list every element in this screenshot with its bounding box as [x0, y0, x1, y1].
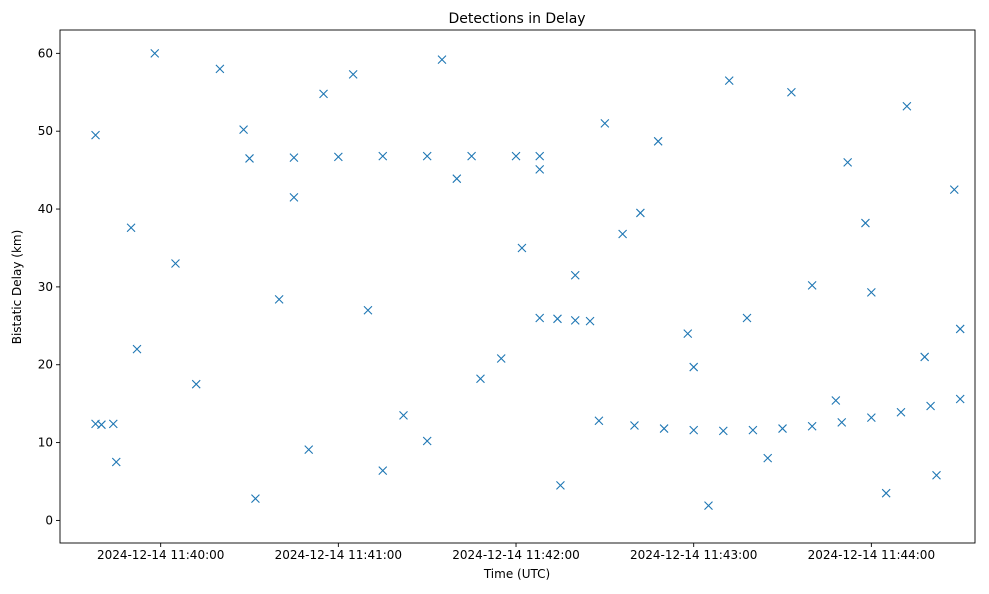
- x-tick-label-1: 2024-12-14 11:41:00: [275, 548, 402, 562]
- data-point-66: [837, 417, 847, 427]
- data-point-71: [535, 313, 545, 323]
- data-point-47: [861, 218, 870, 228]
- data-point-76: [108, 419, 118, 429]
- y-tick-label-6: 60: [38, 46, 53, 60]
- data-point-8: [363, 305, 373, 315]
- x-axis-ticks: 2024-12-14 11:40:00 2024-12-14 11:41:00 20…: [97, 543, 935, 562]
- data-point-56: [511, 151, 521, 161]
- data-point-20: [843, 157, 853, 167]
- data-point-75: [91, 419, 100, 429]
- data-point-60: [659, 424, 669, 433]
- data-point-28: [422, 436, 432, 446]
- y-axis-label: Bistatic Delay (km): [10, 230, 24, 345]
- data-point-29: [535, 164, 545, 174]
- y-tick-label-1: 10: [38, 436, 53, 450]
- data-point-50: [245, 154, 254, 163]
- data-point-51: [289, 153, 299, 163]
- data-point-1: [111, 457, 121, 467]
- data-point-49: [150, 48, 160, 58]
- data-point-10: [437, 55, 447, 64]
- data-point-74: [585, 316, 595, 326]
- data-point-35: [126, 223, 136, 233]
- data-point-25: [191, 379, 201, 389]
- data-point-19: [807, 280, 817, 290]
- y-tick-label-3: 30: [38, 280, 53, 294]
- data-point-22: [920, 352, 930, 362]
- data-point-2: [132, 344, 142, 354]
- data-point-9: [399, 410, 408, 420]
- data-point-67: [866, 413, 876, 423]
- data-point-5: [251, 494, 260, 504]
- data-point-15: [635, 208, 645, 218]
- x-tick-label-2: 2024-12-14 11:42:00: [452, 548, 579, 562]
- data-point-55: [467, 151, 476, 161]
- data-point-42: [902, 101, 912, 111]
- data-point-62: [718, 426, 728, 436]
- plot-frame: [59, 29, 976, 544]
- x-tick-label-3: 2024-12-14 11:43:00: [630, 548, 757, 562]
- data-point-34: [932, 470, 941, 480]
- x-tick-label-4: 2024-12-14 11:44:00: [808, 548, 935, 562]
- y-tick-label-5: 50: [38, 124, 53, 138]
- chart-title: Detections in Delay: [448, 11, 585, 27]
- data-point-40: [742, 313, 752, 323]
- data-point-32: [787, 87, 796, 97]
- data-point-73: [570, 315, 580, 325]
- data-point-45: [570, 270, 580, 280]
- data-point-30: [618, 229, 628, 239]
- y-tick-label-4: 40: [38, 202, 53, 216]
- data-point-3: [171, 259, 180, 268]
- data-point-52: [333, 152, 343, 162]
- data-point-65: [807, 421, 817, 431]
- data-point-46: [689, 362, 699, 372]
- data-point-11: [476, 374, 485, 384]
- data-point-57: [535, 151, 545, 161]
- data-point-0: [91, 130, 100, 140]
- x-axis-label: Time (UTC): [483, 567, 550, 581]
- data-point-70: [955, 394, 965, 404]
- data-point-13: [556, 481, 565, 490]
- data-point-44: [452, 174, 462, 184]
- data-point-68: [896, 407, 906, 417]
- data-point-18: [763, 453, 773, 463]
- y-tick-label-0: 0: [45, 513, 53, 527]
- data-point-64: [778, 424, 787, 433]
- data-point-14: [600, 119, 610, 128]
- data-point-59: [630, 421, 639, 430]
- y-tick-label-2: 20: [38, 358, 53, 372]
- data-point-4: [215, 64, 225, 74]
- data-point-33: [866, 287, 876, 297]
- data-point-27: [348, 69, 358, 79]
- data-point-53: [378, 151, 388, 161]
- data-point-69: [926, 401, 935, 411]
- data-point-43: [304, 445, 314, 454]
- data-point-12: [517, 243, 527, 253]
- data-point-31: [704, 501, 713, 511]
- y-axis-ticks: 0 10 20 30 40 50 60: [38, 46, 60, 527]
- data-point-38: [496, 354, 506, 363]
- data-point-36: [239, 125, 248, 135]
- data-point-7: [319, 89, 328, 99]
- data-point-54: [422, 151, 432, 161]
- data-point-41: [831, 396, 841, 405]
- data-point-17: [724, 76, 734, 85]
- data-point-37: [378, 466, 388, 475]
- data-point-23: [949, 185, 959, 194]
- data-points: [91, 48, 965, 511]
- x-tick-label-0: 2024-12-14 11:40:00: [97, 548, 224, 562]
- data-point-61: [689, 425, 699, 435]
- data-point-39: [653, 136, 663, 146]
- data-point-72: [553, 314, 562, 324]
- data-point-63: [748, 425, 758, 435]
- data-point-26: [274, 294, 284, 304]
- data-point-48: [955, 324, 965, 334]
- data-point-58: [594, 416, 604, 426]
- data-point-6: [289, 192, 299, 202]
- data-point-21: [881, 488, 891, 498]
- data-point-16: [683, 329, 693, 338]
